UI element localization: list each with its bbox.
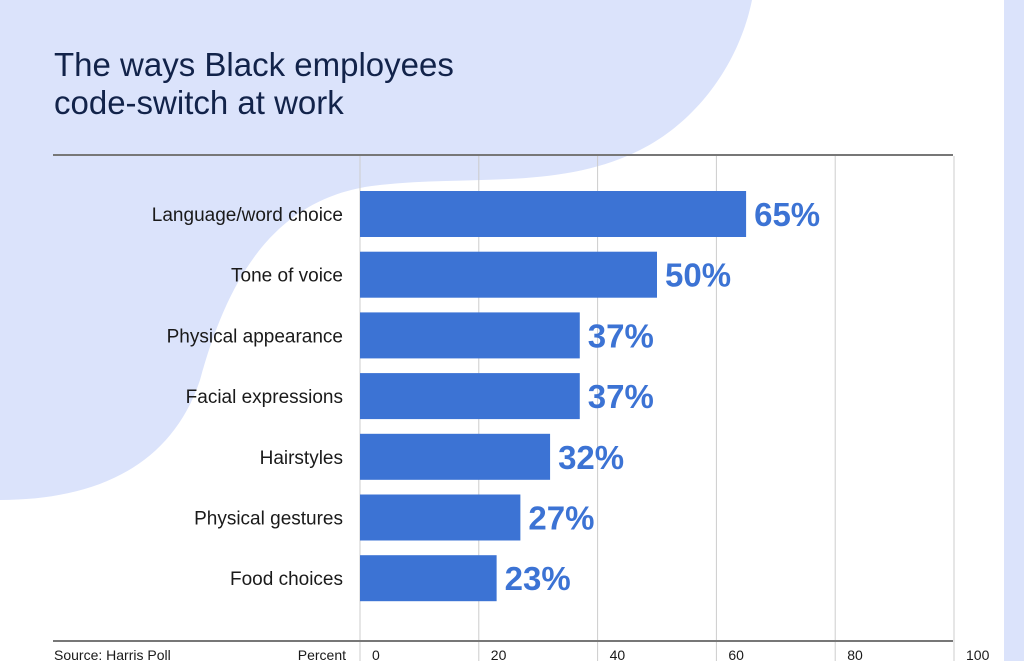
category-label: Facial expressions [186,387,343,408]
x-tick-label: 60 [728,647,744,661]
value-label: 37% [588,317,654,354]
bar [360,433,551,480]
x-tick-label: 40 [610,647,626,661]
value-label: 50% [665,257,731,294]
bar [360,312,580,359]
value-label: 32% [558,439,624,476]
value-label: 23% [505,560,571,597]
bar [360,251,657,298]
value-label: 65% [754,196,820,233]
x-tick-label: 0 [372,647,380,661]
value-label: 37% [588,378,654,415]
category-label: Physical gestures [194,509,343,530]
bar [360,494,521,541]
category-label: Language/word choice [152,205,343,226]
category-label: Hairstyles [260,448,343,469]
chart-title: The ways Black employees code-switch at … [54,46,454,121]
x-tick-label: 100 [966,647,990,661]
x-tick-label: 80 [847,647,863,661]
bar [360,191,747,237]
x-axis-label: Percent [298,647,346,661]
bar [360,373,580,420]
x-tick-label: 20 [491,647,507,661]
value-label: 27% [528,500,594,537]
category-label: Tone of voice [231,266,343,287]
bar [360,555,497,602]
category-label: Physical appearance [167,326,343,347]
category-label: Food choices [230,569,343,590]
source-note: Source: Harris Poll [54,647,171,661]
